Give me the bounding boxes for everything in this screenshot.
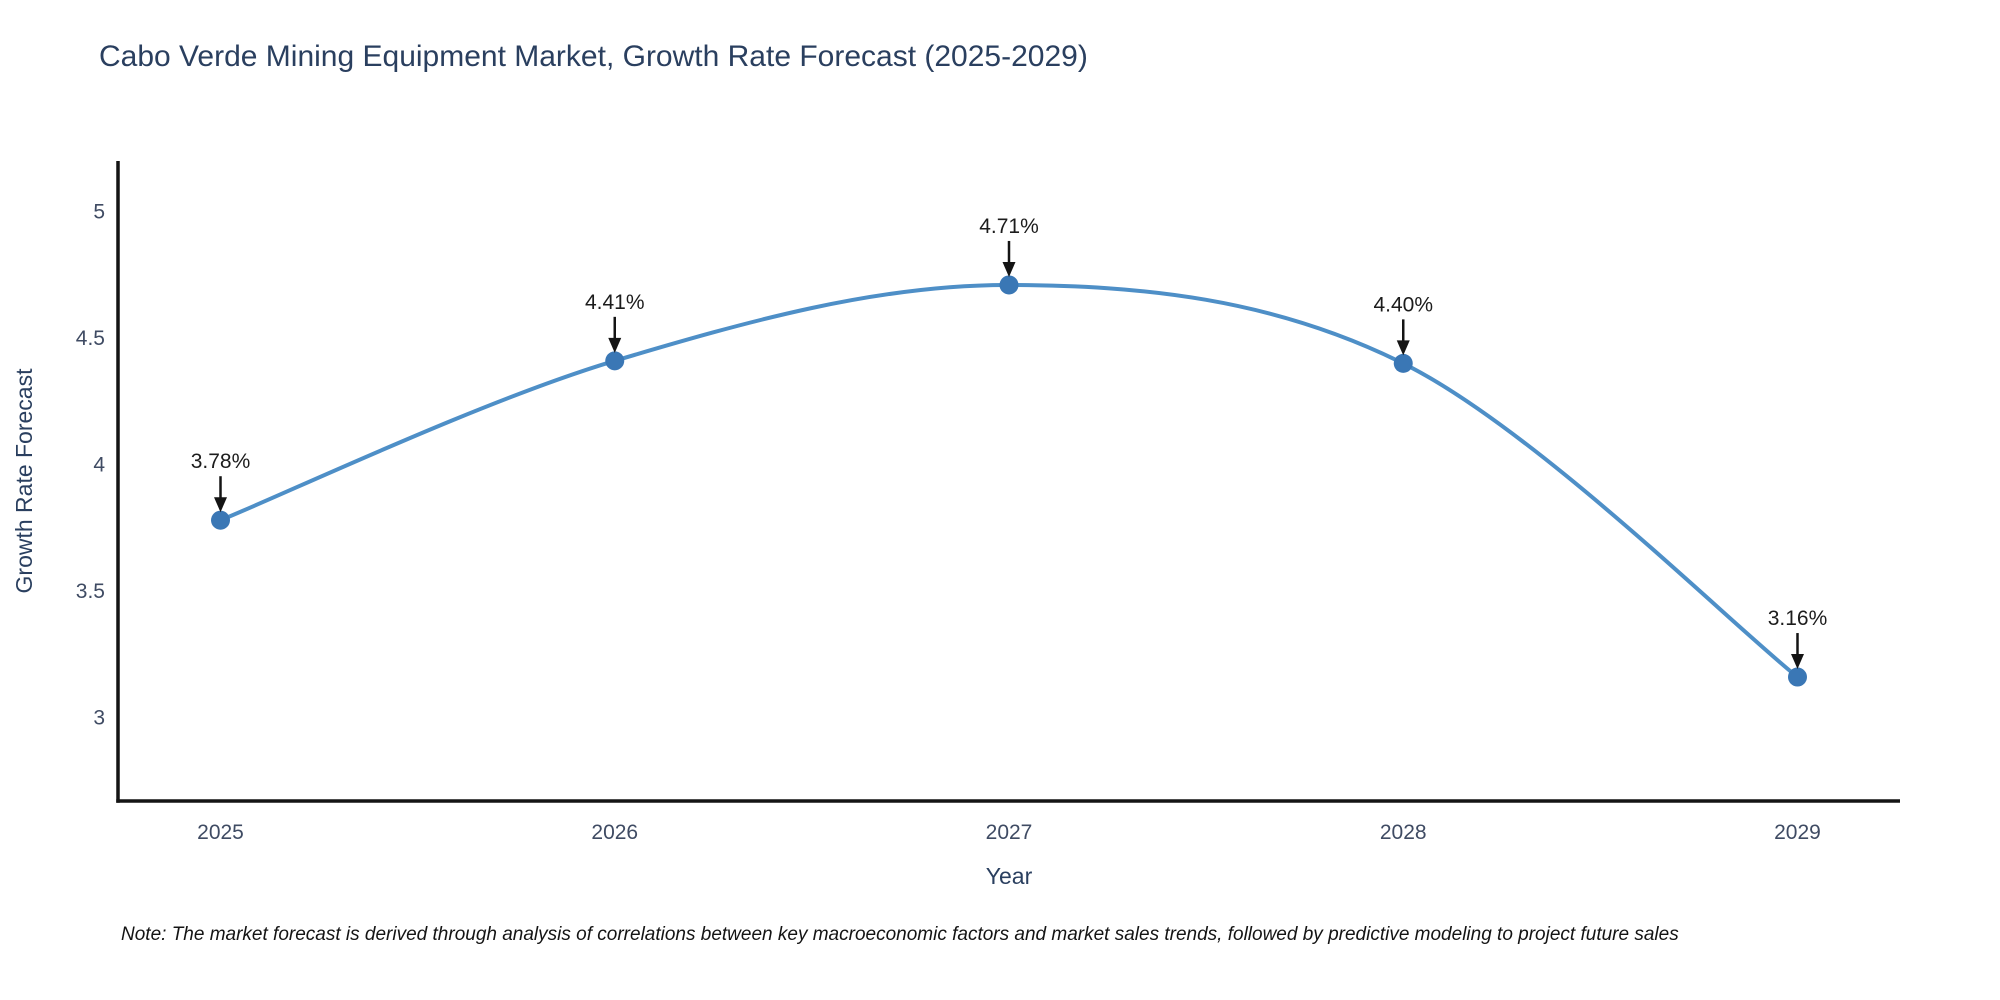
plot-area[interactable]: 3 3.5 4 4.5 5 2025 2026 2027 2028 2029 3.78% 4.41% 4… bbox=[76, 161, 1900, 844]
annotation-arrowhead bbox=[608, 337, 622, 353]
y-axis-title: Growth Rate Forecast bbox=[11, 368, 37, 594]
data-point-marker[interactable] bbox=[605, 351, 625, 371]
chart-title: Cabo Verde Mining Equipment Market, Grow… bbox=[99, 40, 1088, 73]
annotation-arrowhead bbox=[1396, 340, 1410, 356]
y-tick-label: 5 bbox=[93, 201, 105, 224]
annotation-label: 4.40% bbox=[1373, 293, 1433, 316]
x-tick-label: 2026 bbox=[591, 821, 638, 844]
y-tick-label: 3.5 bbox=[76, 580, 105, 603]
annotation-arrowhead bbox=[214, 497, 228, 513]
annotation-label: 4.41% bbox=[585, 291, 645, 314]
series-line bbox=[218, 282, 1800, 679]
data-point-marker[interactable] bbox=[1787, 667, 1807, 687]
x-tick-label: 2029 bbox=[1774, 821, 1821, 844]
x-tick-label: 2028 bbox=[1380, 821, 1427, 844]
data-point-marker[interactable] bbox=[211, 510, 231, 530]
x-tick-label: 2025 bbox=[197, 821, 244, 844]
data-point-marker[interactable] bbox=[1393, 353, 1413, 373]
y-tick-label: 4 bbox=[93, 454, 105, 477]
footnote: Note: The market forecast is derived thr… bbox=[121, 924, 1679, 945]
annotation-label: 4.71% bbox=[979, 215, 1039, 238]
annotation-label: 3.16% bbox=[1768, 607, 1828, 630]
annotation-arrowhead bbox=[1002, 261, 1016, 277]
data-point-marker[interactable] bbox=[999, 275, 1019, 295]
annotation-arrowhead bbox=[1790, 654, 1804, 670]
y-tick-label: 4.5 bbox=[76, 327, 105, 350]
annotation-label: 3.78% bbox=[191, 450, 251, 473]
y-tick-label: 3 bbox=[93, 707, 105, 730]
x-tick-label: 2027 bbox=[986, 821, 1033, 844]
x-axis-title: Year bbox=[986, 863, 1033, 889]
